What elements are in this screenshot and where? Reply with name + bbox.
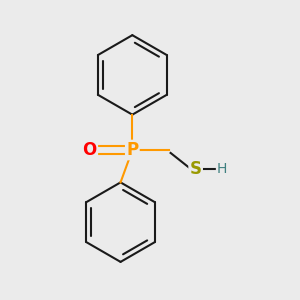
Text: P: P: [126, 141, 138, 159]
Text: H: H: [217, 162, 227, 176]
Text: O: O: [82, 141, 97, 159]
Text: S: S: [190, 160, 202, 178]
